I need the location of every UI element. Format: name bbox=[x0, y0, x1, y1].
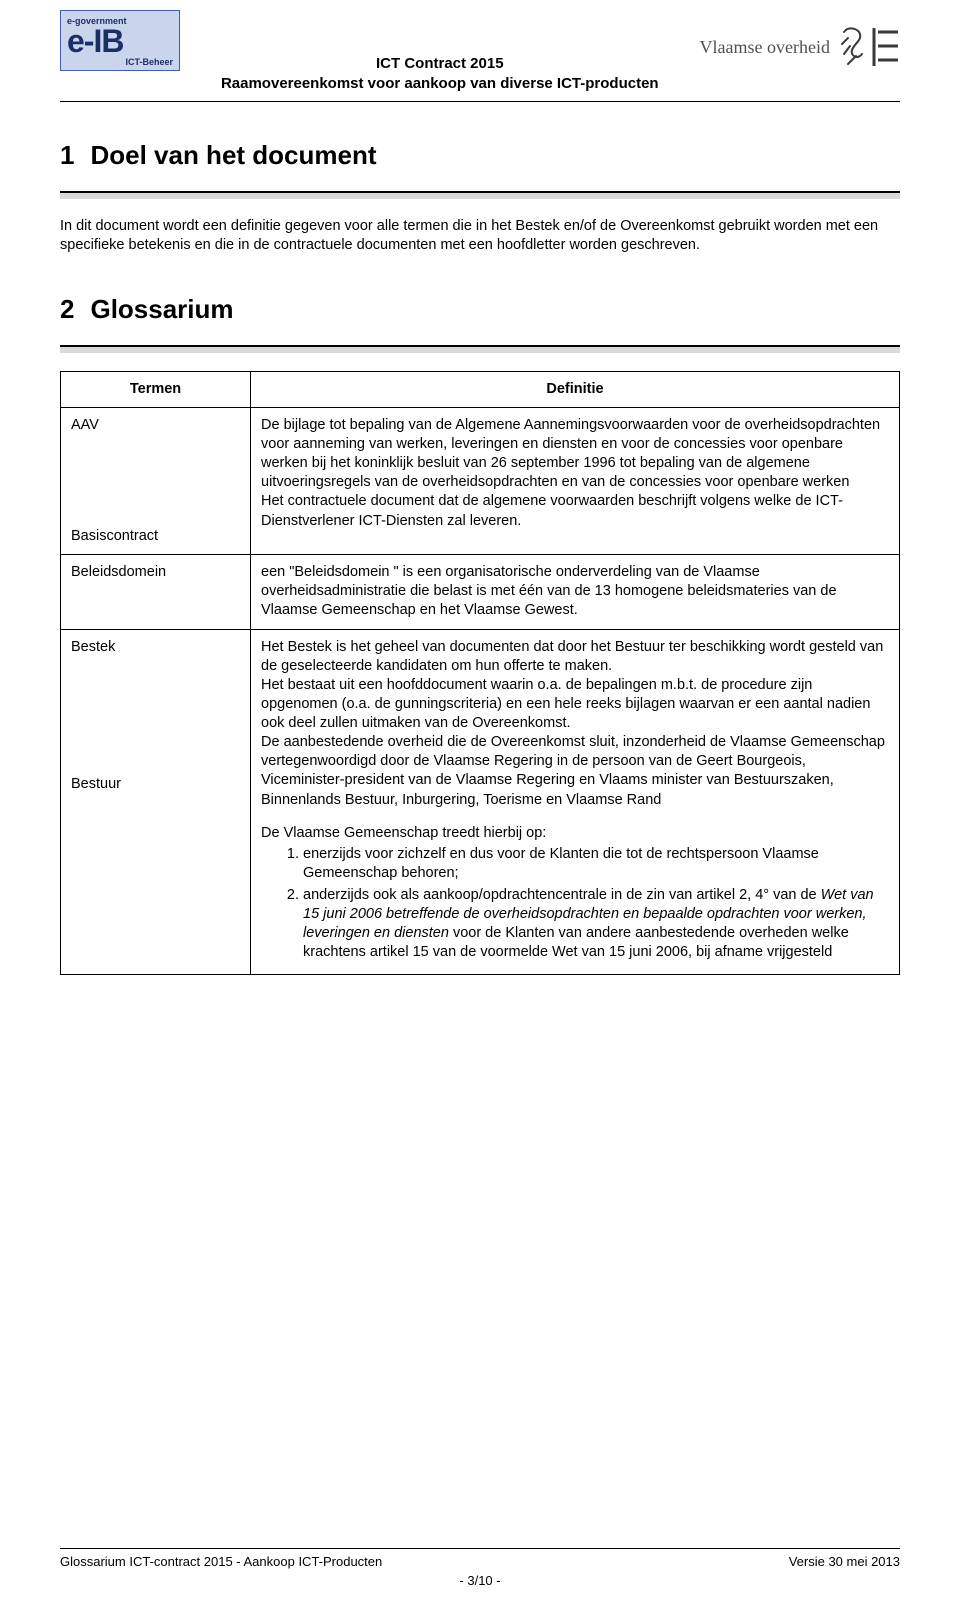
term-cell: AAV bbox=[71, 416, 240, 435]
header-title-line1: ICT Contract 2015 bbox=[180, 54, 700, 74]
definition-text: Het Bestek is het geheel van documenten … bbox=[261, 638, 889, 676]
term-cell: Basiscontract bbox=[71, 527, 240, 546]
glossary-table: Termen Definitie AAV Basiscontract De bi… bbox=[60, 371, 900, 975]
term-cell: Beleidsdomein bbox=[61, 555, 251, 629]
header-title-block: ICT Contract 2015 Raamovereenkomst voor … bbox=[180, 10, 700, 95]
logo-mid-text: e-IB bbox=[67, 27, 173, 56]
list-item: anderzijds ook als aankoop/opdrachtencen… bbox=[303, 886, 889, 963]
vlaamse-overheid-block: Vlaamse overheid bbox=[700, 10, 900, 70]
ordered-list: enerzijds voor zichzelf en dus voor de K… bbox=[261, 845, 889, 963]
vlaamse-overheid-label: Vlaamse overheid bbox=[700, 35, 830, 59]
definition-text: Het bestaat uit een hoofddocument waarin… bbox=[261, 676, 889, 733]
lion-icon bbox=[838, 24, 900, 70]
section-1-title: Doel van het document bbox=[90, 140, 376, 170]
list-item-text: anderzijds ook als aankoop/opdrachtencen… bbox=[303, 887, 821, 903]
term-cell: Bestek bbox=[71, 638, 240, 657]
col-header-term: Termen bbox=[61, 371, 251, 407]
definition-text: De Vlaamse Gemeenschap treedt hierbij op… bbox=[261, 824, 889, 843]
definition-text: De aanbestedende overheid die de Overeen… bbox=[261, 733, 889, 810]
header-title-line2: Raamovereenkomst voor aankoop van divers… bbox=[180, 74, 700, 94]
term-cell: Bestuur bbox=[71, 775, 240, 794]
page-footer: Glossarium ICT-contract 2015 - Aankoop I… bbox=[60, 1548, 900, 1590]
section-2-heading: 2 Glossarium bbox=[60, 292, 900, 327]
footer-right: Versie 30 mei 2013 bbox=[789, 1553, 900, 1571]
section-1-number: 1 bbox=[60, 140, 74, 170]
section-2-title: Glossarium bbox=[90, 294, 233, 324]
table-header-row: Termen Definitie bbox=[61, 371, 900, 407]
footer-left: Glossarium ICT-contract 2015 - Aankoop I… bbox=[60, 1553, 382, 1571]
list-item: enerzijds voor zichzelf en dus voor de K… bbox=[303, 845, 889, 883]
section-2-number: 2 bbox=[60, 294, 74, 324]
logo-e-ib: e-government e-IB ICT-Beheer bbox=[60, 10, 180, 71]
definition-text: Het contractuele document dat de algemen… bbox=[261, 492, 889, 530]
definition-text: een "Beleidsdomein " is een organisatori… bbox=[251, 555, 900, 629]
footer-page-number: - 3/10 - bbox=[60, 1572, 900, 1590]
page-header: e-government e-IB ICT-Beheer ICT Contrac… bbox=[60, 10, 900, 102]
list-item-text: enerzijds voor zichzelf en dus voor de K… bbox=[303, 846, 819, 881]
intro-paragraph: In dit document wordt een definitie gege… bbox=[60, 217, 900, 256]
section-divider bbox=[60, 191, 900, 199]
col-header-def: Definitie bbox=[251, 371, 900, 407]
section-1-heading: 1 Doel van het document bbox=[60, 138, 900, 173]
definition-text: De bijlage tot bepaling van de Algemene … bbox=[261, 416, 889, 493]
section-divider bbox=[60, 345, 900, 353]
table-row: Beleidsdomein een "Beleidsdomein " is ee… bbox=[61, 555, 900, 629]
